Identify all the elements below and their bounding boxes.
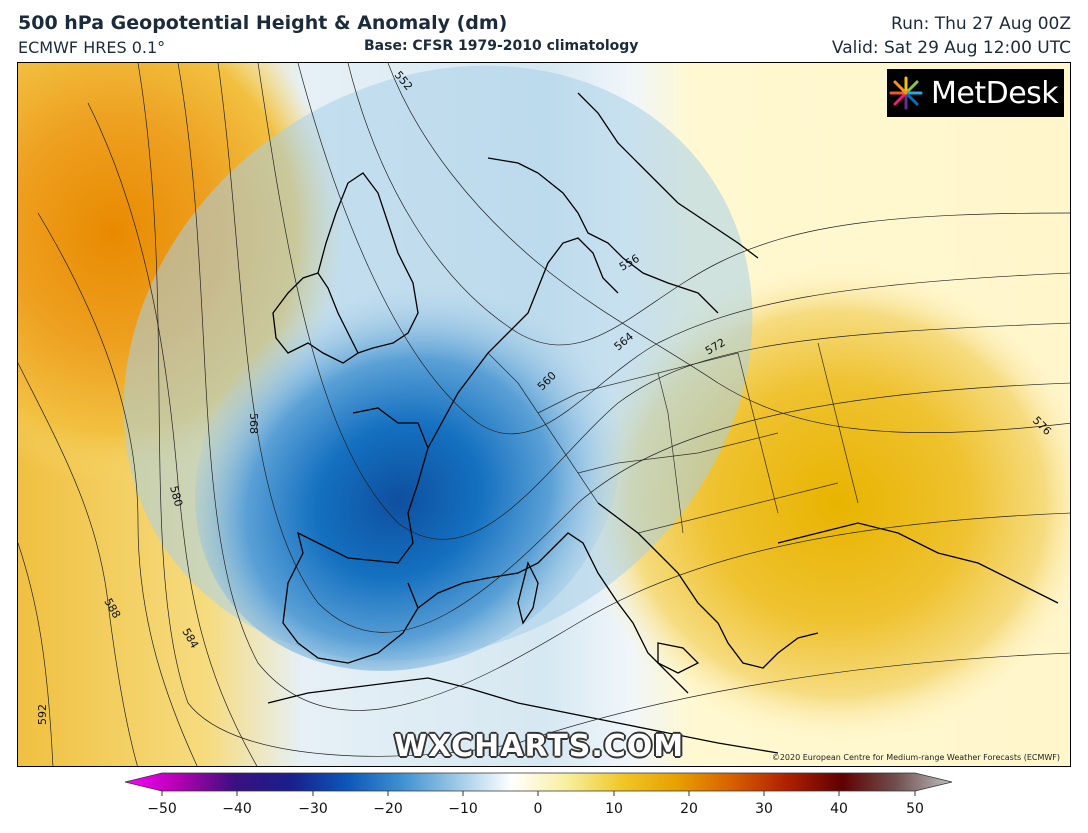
contour-572 [177, 63, 1070, 711]
colorbar-tick-label: 10 [605, 801, 623, 817]
coast-north-africa [267, 677, 779, 754]
colorbar-tick-label: −40 [222, 801, 252, 817]
watermark: WXCHARTS.COM [394, 729, 685, 764]
colorbar: −50 −40 −30 −20 −10 0 10 20 30 40 50 [124, 772, 953, 817]
contour-560 [297, 63, 1070, 435]
colorbar-tick-label: 20 [680, 801, 698, 817]
metdesk-burst-icon [889, 76, 923, 110]
border-3 [577, 432, 779, 474]
colorbar-tick-label: −20 [373, 801, 403, 817]
coast-sicily [657, 642, 700, 674]
coast-scandinavia-south [487, 157, 719, 314]
contour-label: 580 [167, 484, 185, 508]
valid-time-label: Valid: Sat 29 Aug 12:00 UTC [831, 38, 1071, 58]
borders [487, 342, 859, 534]
contour-576 [137, 63, 1070, 757]
coast-corsica-sardinia [517, 561, 539, 625]
coast-france-iberia [282, 407, 429, 664]
colorbar-tick-label: −30 [298, 801, 328, 817]
border-5 [657, 372, 684, 534]
colorbar-tick-label: 0 [534, 801, 543, 817]
anomaly-map: 552 556 560 564 568 572 576 580 584 588 … [18, 63, 1070, 766]
coast-mediterranean-north [417, 532, 689, 694]
colorbar-tick-label: 40 [830, 801, 848, 817]
run-time-label: Run: Thu 27 Aug 00Z [891, 14, 1071, 34]
contour-label: 568 [247, 413, 260, 434]
colorbar-tick-marks [161, 791, 916, 796]
colorbar-ticks: −50 −40 −30 −20 −10 0 10 20 30 40 50 [147, 801, 924, 817]
contour-584 [37, 212, 198, 766]
contour-588 [18, 362, 138, 766]
logo-text: MetDesk [931, 75, 1059, 111]
border-6 [737, 352, 779, 514]
copyright-notice: ©2020 European Centre for Medium-range W… [771, 753, 1060, 762]
coast-baltic [577, 92, 759, 259]
colorbar-tick-label: 50 [906, 801, 924, 817]
coast-north-sea [427, 237, 619, 449]
contour-552 [387, 63, 1070, 433]
colorbar-tick-label: −50 [147, 801, 177, 817]
border-4 [637, 482, 839, 534]
contour-556 [347, 63, 1070, 346]
border-2 [537, 352, 739, 414]
colorbar-tick-label: −10 [448, 801, 478, 817]
climatology-base-label: Base: CFSR 1979-2010 climatology [364, 38, 639, 54]
contour-564 [257, 63, 1070, 540]
coast-black-sea [777, 522, 1059, 604]
colorbar-tick-label: 30 [755, 801, 773, 817]
contour-592 [18, 542, 54, 766]
model-label: ECMWF HRES 0.1° [18, 38, 166, 57]
coastlines [267, 92, 1059, 754]
coast-british-isles [272, 272, 359, 364]
map-panel: 552 556 560 564 568 572 576 580 584 588 … [17, 62, 1071, 767]
coast-great-britain [317, 172, 419, 354]
contour-580 [87, 102, 258, 766]
colorbar-scale [124, 772, 953, 792]
border-1 [487, 352, 599, 504]
anomaly-negative-core [195, 275, 621, 671]
height-contours [18, 63, 1070, 766]
contour-568 [217, 63, 1070, 633]
metdesk-logo: MetDesk [887, 69, 1064, 117]
chart-title: 500 hPa Geopotential Height & Anomaly (d… [18, 12, 508, 34]
contour-label: 592 [36, 704, 49, 725]
border-7 [817, 342, 859, 504]
